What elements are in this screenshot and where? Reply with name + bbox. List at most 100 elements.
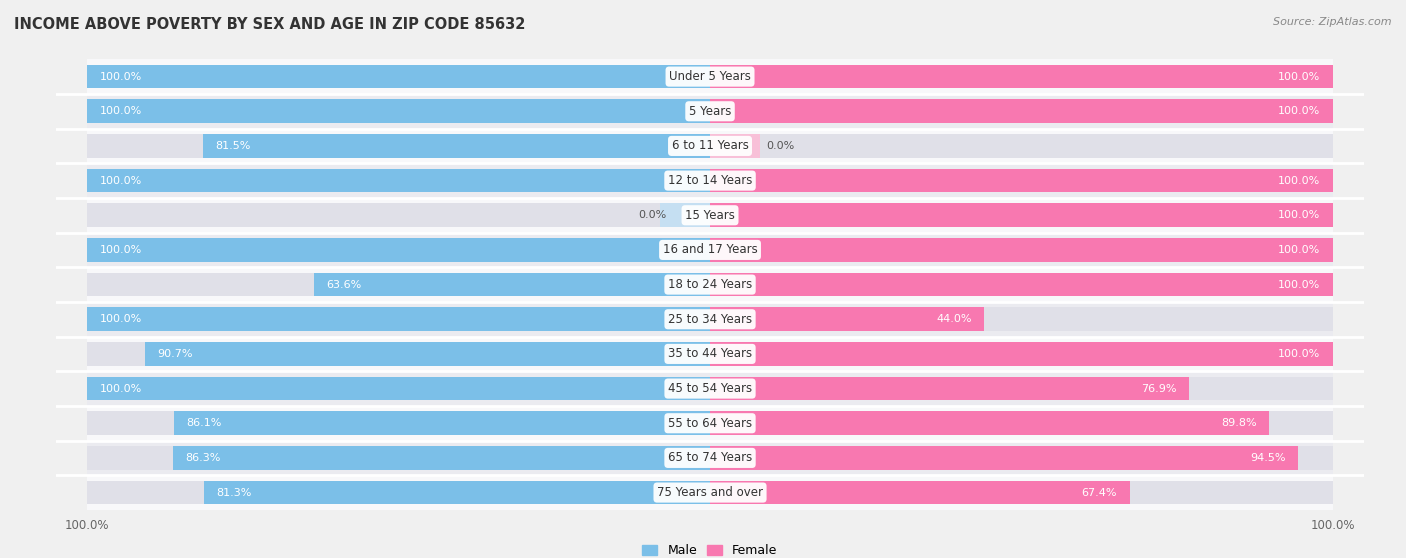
Bar (710, 446, 1333, 470)
Bar (710, 238, 1333, 262)
Bar (87, 481, 710, 504)
Bar (710, 411, 1270, 435)
Bar (710, 65, 1333, 88)
Bar (710, 273, 1333, 296)
Text: 15 Years: 15 Years (685, 209, 735, 222)
Bar (87, 441, 1333, 475)
Bar (87, 198, 1333, 233)
Text: 100.0%: 100.0% (100, 176, 142, 186)
Bar (710, 411, 1333, 435)
Bar (710, 342, 1333, 365)
Bar (710, 169, 1333, 193)
Bar (87, 233, 1333, 267)
Text: Source: ZipAtlas.com: Source: ZipAtlas.com (1274, 17, 1392, 27)
Text: 86.1%: 86.1% (187, 418, 222, 428)
Bar (710, 238, 1333, 262)
Bar (87, 169, 710, 193)
Text: 90.7%: 90.7% (157, 349, 193, 359)
Bar (173, 446, 710, 470)
Bar (87, 446, 710, 470)
Bar (87, 273, 710, 296)
Bar (661, 204, 710, 227)
Bar (204, 481, 710, 504)
Text: 63.6%: 63.6% (326, 280, 361, 290)
Bar (87, 94, 1333, 128)
Bar (314, 273, 710, 296)
Bar (710, 65, 1333, 88)
Text: 100.0%: 100.0% (1278, 245, 1320, 255)
Bar (87, 169, 710, 193)
Text: INCOME ABOVE POVERTY BY SEX AND AGE IN ZIP CODE 85632: INCOME ABOVE POVERTY BY SEX AND AGE IN Z… (14, 17, 526, 32)
Bar (710, 134, 759, 158)
Text: 81.3%: 81.3% (217, 488, 252, 498)
Bar (87, 302, 1333, 336)
Bar (710, 377, 1333, 400)
Text: 18 to 24 Years: 18 to 24 Years (668, 278, 752, 291)
Legend: Male, Female: Male, Female (637, 539, 783, 558)
Text: 100.0%: 100.0% (100, 245, 142, 255)
Text: 100.0%: 100.0% (1278, 280, 1320, 290)
Bar (710, 204, 1333, 227)
Text: 100.0%: 100.0% (100, 383, 142, 393)
Text: 0.0%: 0.0% (638, 210, 666, 220)
Bar (710, 273, 1333, 296)
Bar (710, 134, 1333, 158)
Text: 100.0%: 100.0% (100, 71, 142, 81)
Bar (87, 65, 710, 88)
Text: 12 to 14 Years: 12 to 14 Years (668, 174, 752, 187)
Bar (710, 99, 1333, 123)
Bar (710, 377, 1189, 400)
Bar (710, 307, 984, 331)
Bar (87, 163, 1333, 198)
Text: 100.0%: 100.0% (1278, 106, 1320, 116)
Text: 35 to 44 Years: 35 to 44 Years (668, 348, 752, 360)
Bar (87, 59, 1333, 94)
Bar (87, 307, 710, 331)
Text: 100.0%: 100.0% (100, 314, 142, 324)
Bar (87, 128, 1333, 163)
Text: 67.4%: 67.4% (1081, 488, 1118, 498)
Bar (710, 481, 1333, 504)
Bar (174, 411, 710, 435)
Bar (87, 65, 710, 88)
Bar (87, 238, 710, 262)
Text: 100.0%: 100.0% (1278, 210, 1320, 220)
Bar (202, 134, 710, 158)
Text: 75 Years and over: 75 Years and over (657, 486, 763, 499)
Text: 100.0%: 100.0% (1278, 349, 1320, 359)
Bar (87, 99, 710, 123)
Text: 16 and 17 Years: 16 and 17 Years (662, 243, 758, 257)
Text: Under 5 Years: Under 5 Years (669, 70, 751, 83)
Text: 89.8%: 89.8% (1220, 418, 1257, 428)
Text: 65 to 74 Years: 65 to 74 Years (668, 451, 752, 464)
Bar (87, 377, 710, 400)
Bar (710, 481, 1129, 504)
Text: 81.5%: 81.5% (215, 141, 250, 151)
Bar (87, 342, 710, 365)
Text: 100.0%: 100.0% (1278, 176, 1320, 186)
Bar (145, 342, 710, 365)
Bar (87, 307, 710, 331)
Text: 0.0%: 0.0% (766, 141, 794, 151)
Bar (87, 411, 710, 435)
Bar (87, 475, 1333, 510)
Text: 5 Years: 5 Years (689, 105, 731, 118)
Text: 45 to 54 Years: 45 to 54 Years (668, 382, 752, 395)
Text: 100.0%: 100.0% (100, 106, 142, 116)
Bar (710, 204, 1333, 227)
Text: 55 to 64 Years: 55 to 64 Years (668, 417, 752, 430)
Bar (710, 446, 1299, 470)
Text: 94.5%: 94.5% (1250, 453, 1286, 463)
Bar (87, 99, 710, 123)
Bar (87, 371, 1333, 406)
Bar (710, 99, 1333, 123)
Bar (710, 307, 1333, 331)
Bar (87, 267, 1333, 302)
Bar (87, 204, 710, 227)
Bar (710, 342, 1333, 365)
Text: 6 to 11 Years: 6 to 11 Years (672, 140, 748, 152)
Bar (87, 377, 710, 400)
Text: 76.9%: 76.9% (1140, 383, 1177, 393)
Text: 86.3%: 86.3% (186, 453, 221, 463)
Bar (87, 134, 710, 158)
